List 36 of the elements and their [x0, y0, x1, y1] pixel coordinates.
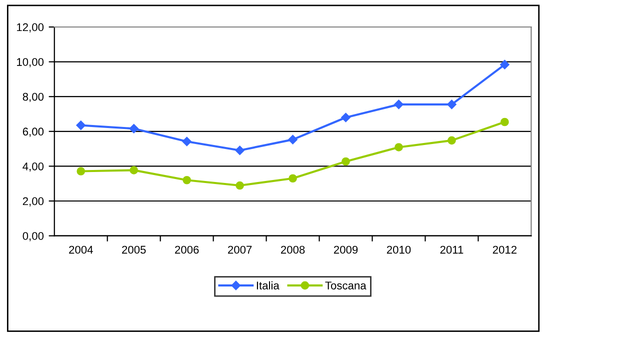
point [288, 134, 298, 144]
point [182, 176, 192, 184]
x-tick-label: 2010 [386, 246, 411, 254]
point [500, 118, 509, 126]
point [394, 100, 404, 110]
point [235, 146, 244, 155]
y-tick-label: 0,00 [22, 232, 44, 242]
point [288, 174, 297, 183]
y-tick-label: 10,00 [17, 58, 44, 68]
x-tick-label: 2008 [281, 246, 305, 254]
point [341, 112, 350, 122]
legend-label: Italia [256, 281, 280, 290]
point [130, 166, 138, 174]
y-tick-label: 8,00 [22, 92, 44, 102]
point [236, 181, 244, 190]
point [448, 136, 456, 145]
y-tick-label: 12,00 [17, 23, 44, 32]
point [447, 100, 456, 110]
point [394, 143, 403, 152]
y-tick-label: 2,00 [22, 197, 44, 206]
y-tick-label: 4,00 [22, 162, 44, 172]
point [500, 60, 510, 70]
point [342, 157, 350, 166]
point [182, 136, 192, 146]
x-tick-label: 2011 [440, 246, 464, 254]
x-tick-label: 2009 [334, 246, 358, 254]
x-tick-label: 2004 [69, 246, 93, 254]
point [129, 124, 138, 134]
x-tick-label: 2006 [175, 246, 199, 254]
x-tick-label: 2007 [228, 246, 252, 254]
legend-label: Toscana [325, 282, 366, 290]
x-tick-label: 2005 [122, 246, 146, 254]
x-tick-label: 2012 [492, 246, 517, 254]
point [76, 120, 86, 130]
point [76, 167, 86, 176]
y-tick-label: 6,00 [22, 128, 44, 137]
